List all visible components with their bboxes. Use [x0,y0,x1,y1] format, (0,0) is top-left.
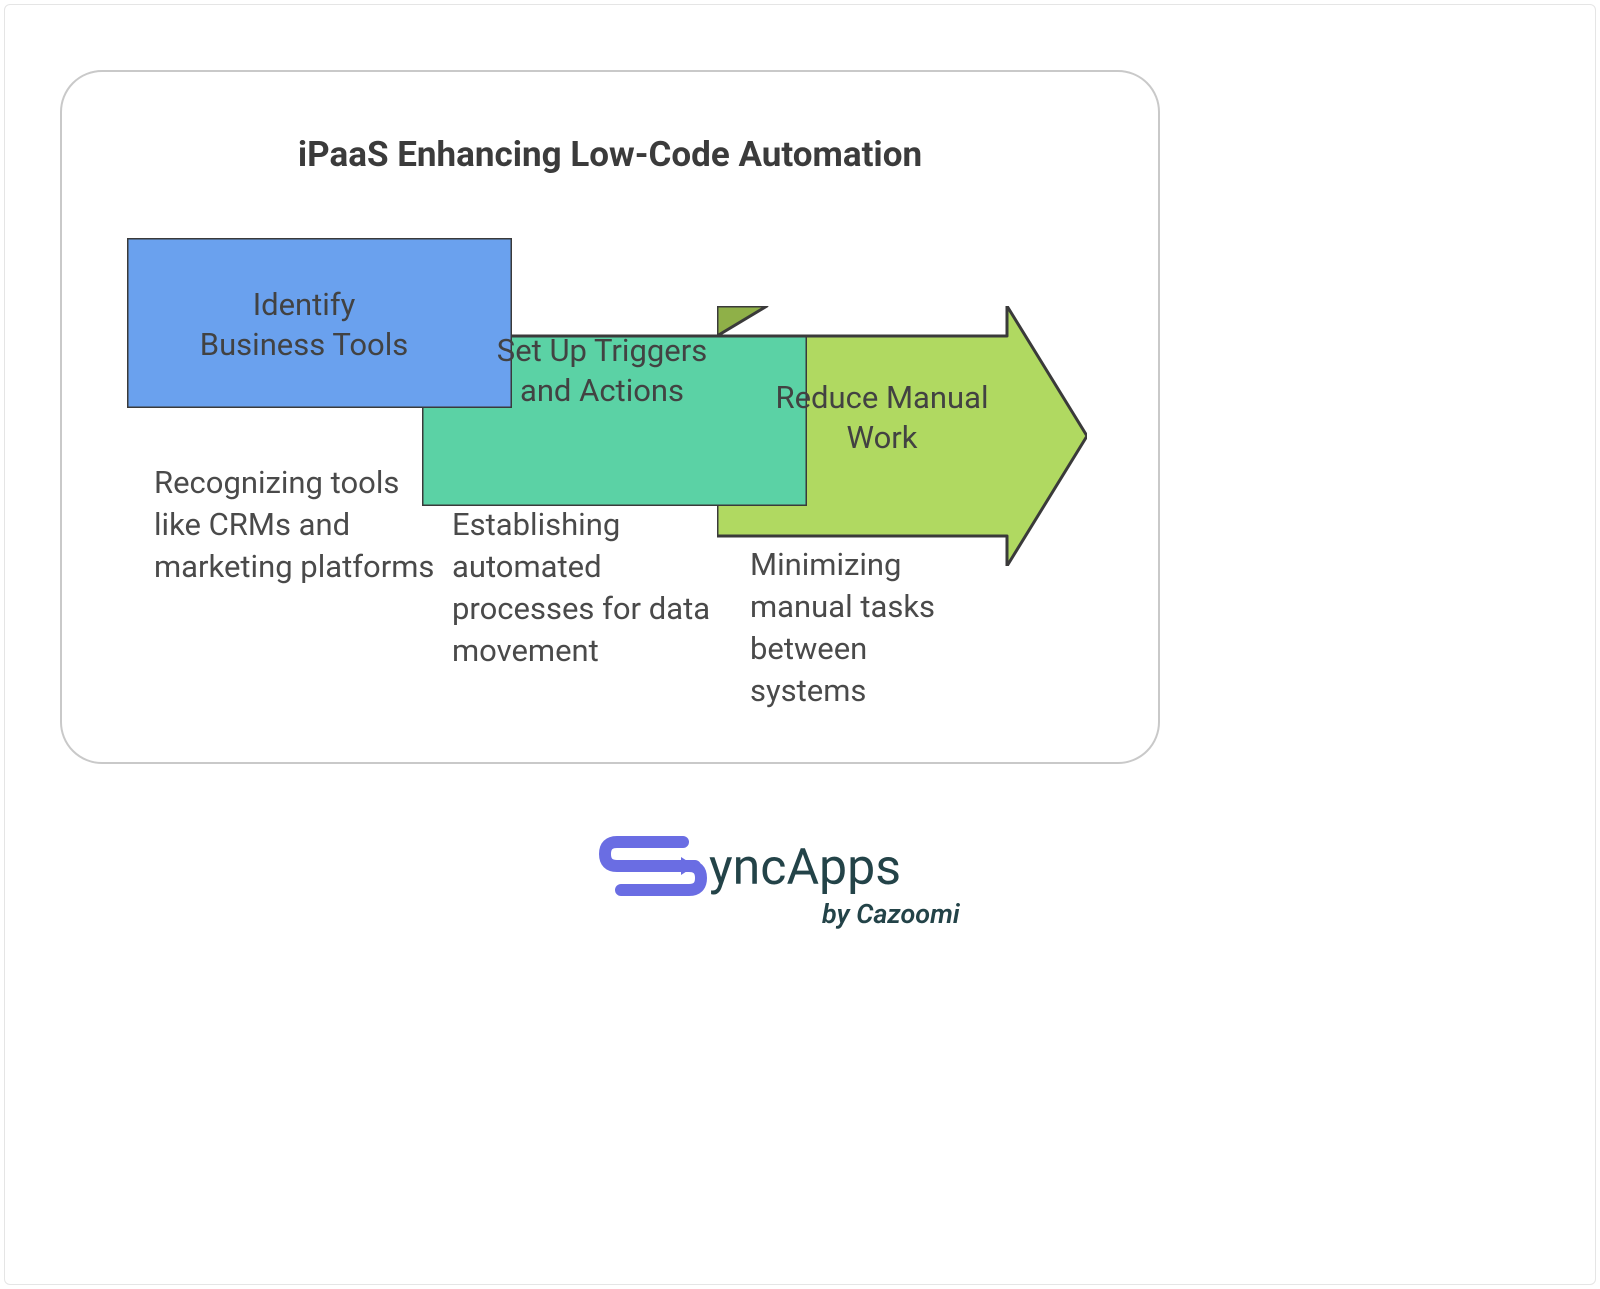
step-3-label-line1: Reduce Manual [775,379,988,416]
step-1-label: Identify Business Tools [134,285,474,366]
diagram-title: iPaaS Enhancing Low-Code Automation [62,134,1158,175]
step-2-label-line1: Set Up Triggers [497,332,707,369]
step-3-label: Reduce Manual Work [737,378,1027,459]
step-1-desc: Recognizing tools like CRMs and marketin… [154,462,439,588]
step-3-desc: Minimizing manual tasks between systems [750,544,990,711]
step-1-label-line2: Business Tools [200,326,408,363]
diagram-card: iPaaS Enhancing Low-Code Automation Iden… [60,70,1160,764]
syncapps-logo-icon: yncApps [599,830,1001,900]
brand-byline: by Cazoomi [822,898,960,930]
brand-logo: yncApps by Cazoomi [0,830,1600,940]
step-1-label-line1: Identify [253,286,356,323]
step-2-label-line2: and Actions [520,372,684,409]
step-3-label-line2: Work [847,419,918,456]
step-2-desc: Establishing automated processes for dat… [452,504,712,671]
svg-text:yncApps: yncApps [709,839,901,897]
step-2-label: Set Up Triggers and Actions [452,331,752,412]
